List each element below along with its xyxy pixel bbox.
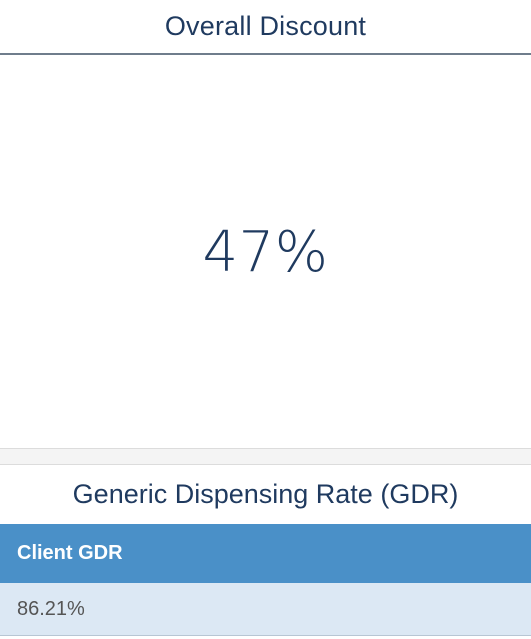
overall-discount-header: Overall Discount — [0, 0, 531, 55]
gdr-title: Generic Dispensing Rate (GDR) — [72, 479, 459, 509]
gdr-card: Generic Dispensing Rate (GDR) Client GDR… — [0, 465, 531, 639]
gdr-table: Client GDR 86.21% — [0, 524, 531, 636]
gdr-header: Generic Dispensing Rate (GDR) — [0, 465, 531, 524]
overall-discount-body: 47% — [0, 55, 531, 449]
overall-discount-value: 47% — [202, 219, 329, 285]
overall-discount-card: Overall Discount 47% — [0, 0, 531, 449]
table-row: 86.21% — [0, 583, 531, 636]
card-divider — [0, 449, 531, 465]
gdr-column-header-client-gdr: Client GDR — [0, 524, 531, 583]
gdr-client-gdr-value: 86.21% — [0, 583, 531, 636]
overall-discount-title: Overall Discount — [164, 11, 367, 41]
gdr-table-header-row: Client GDR — [0, 524, 531, 583]
